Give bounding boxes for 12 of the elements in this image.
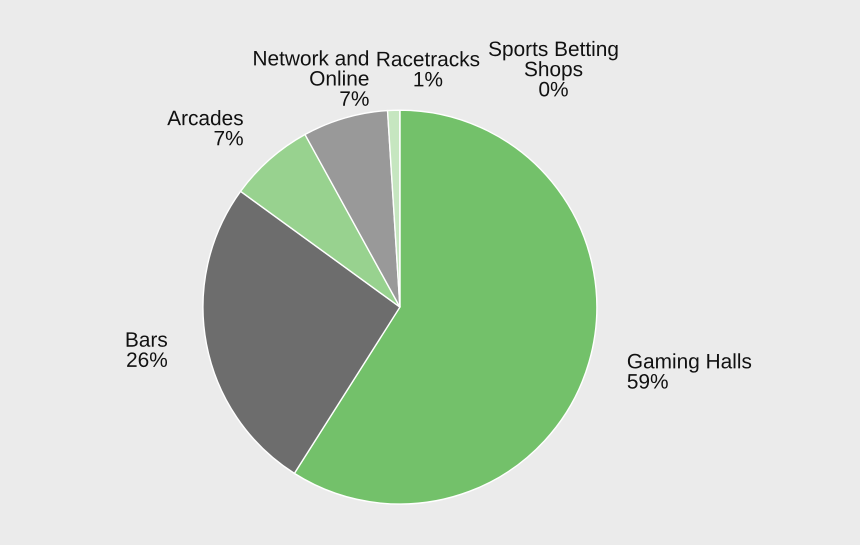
text: 0% [539,82,568,97]
slice-label: Bars [126,332,168,347]
data-label: 26% [127,352,168,368]
data-label: 59% [628,374,668,389]
slice-label: Racetracks [378,51,480,66]
slice-label: Arcades [167,110,243,126]
slice-label: Gaming Halls [628,353,752,373]
data-label: 7% [340,91,369,106]
slice-label: Network and Online [254,50,368,86]
data-label: 7% [214,130,243,146]
category-label: Sports Betting Shops [489,40,618,80]
data-label: 1% [414,72,442,86]
